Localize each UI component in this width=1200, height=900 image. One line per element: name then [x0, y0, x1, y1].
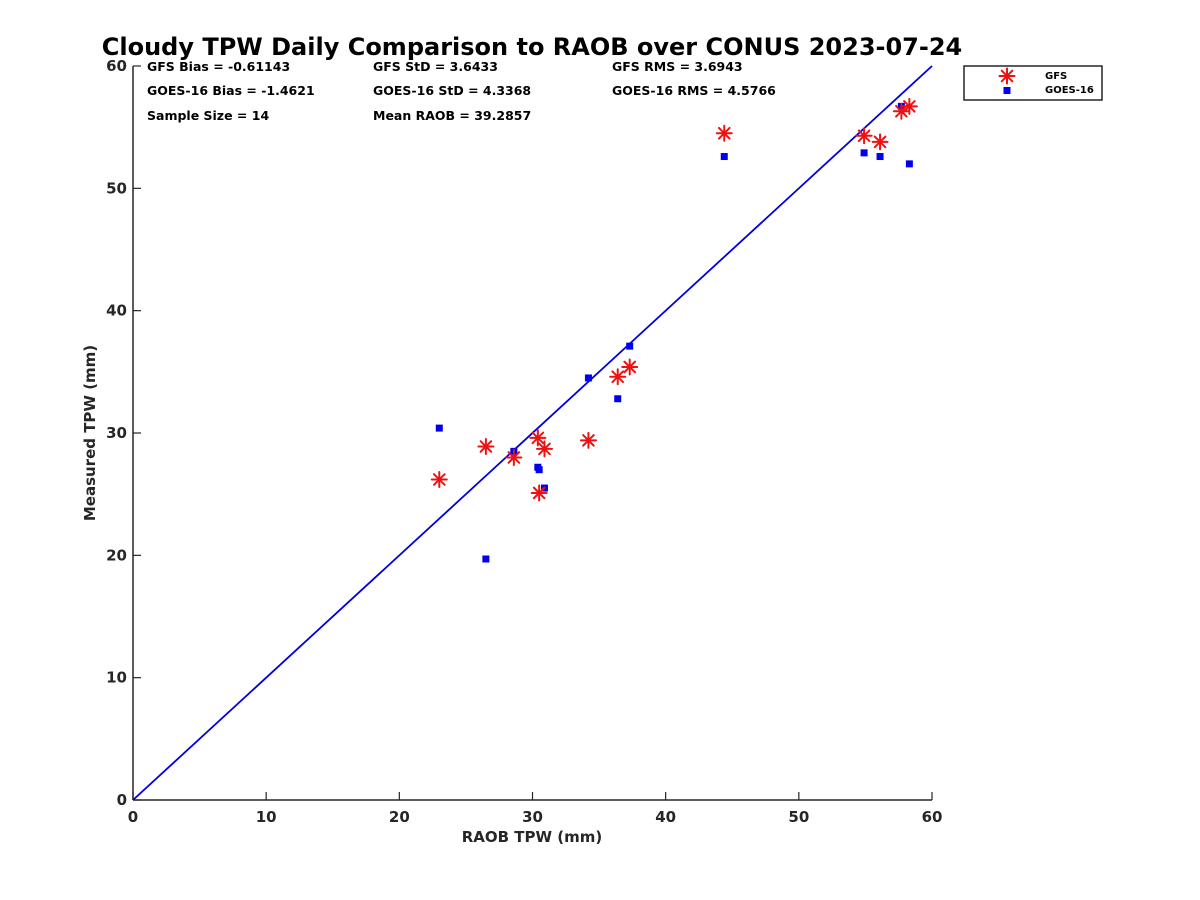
- y-tick-label: 10: [106, 669, 127, 687]
- point-goes16: [435, 424, 443, 432]
- legend: GFS GOES-16: [963, 65, 1103, 101]
- x-axis-label: RAOB TPW (mm): [462, 828, 603, 846]
- point-gfs: [609, 368, 627, 386]
- chart-title: Cloudy TPW Daily Comparison to RAOB over…: [102, 33, 962, 61]
- point-gfs: [621, 358, 639, 376]
- point-gfs: [855, 127, 873, 145]
- y-tick-label: 40: [106, 302, 127, 320]
- point-goes16: [876, 153, 884, 161]
- y-axis-label: Measured TPW (mm): [81, 345, 99, 521]
- point-goes16: [720, 153, 728, 161]
- legend-marker-goes16: [1003, 87, 1011, 94]
- point-goes16: [482, 555, 490, 563]
- x-tick-label: 30: [522, 808, 543, 826]
- plot-area: 0 10 20 30 40 50 60 0 10 20 30 40 50 60: [106, 57, 942, 826]
- x-tick-label: 0: [128, 808, 138, 826]
- stat-gfs-rms: GFS RMS = 3.6943: [612, 59, 743, 74]
- point-gfs: [530, 484, 548, 502]
- point-gfs: [529, 429, 547, 447]
- point-gfs: [430, 470, 448, 488]
- y-tick-label: 0: [117, 791, 127, 809]
- x-tick-label: 60: [922, 808, 943, 826]
- point-goes16: [535, 466, 543, 474]
- legend-label-gfs: GFS: [1045, 71, 1067, 82]
- stat-mean-raob: Mean RAOB = 39.2857: [373, 108, 531, 123]
- point-goes16: [584, 374, 592, 382]
- stat-sample-size: Sample Size = 14: [147, 108, 269, 123]
- point-goes16: [614, 395, 622, 403]
- y-tick-label: 20: [106, 546, 127, 564]
- point-goes16: [626, 342, 634, 350]
- y-tick-label: 30: [106, 424, 127, 442]
- point-gfs: [579, 431, 597, 449]
- y-tick-label: 60: [106, 57, 127, 75]
- point-gfs: [535, 440, 553, 458]
- stats-box: GFS Bias = -0.61143 GFS StD = 3.6433 GFS…: [147, 59, 776, 123]
- point-gfs: [900, 97, 918, 115]
- x-tick-label: 50: [788, 808, 809, 826]
- point-gfs: [477, 437, 495, 455]
- stat-gfs-std: GFS StD = 3.6433: [373, 59, 498, 74]
- legend-box: [963, 65, 1103, 101]
- y-tick-label: 50: [106, 179, 127, 197]
- point-goes16: [860, 149, 868, 157]
- legend-marker-gfs: [998, 67, 1016, 85]
- point-gfs: [715, 124, 733, 142]
- stat-gfs-bias: GFS Bias = -0.61143: [147, 59, 290, 74]
- x-tick-label: 10: [256, 808, 277, 826]
- point-goes16: [905, 160, 913, 168]
- stat-goes-bias: GOES-16 Bias = -1.4621: [147, 83, 315, 98]
- point-gfs: [871, 133, 889, 151]
- legend-label-goes16: GOES-16: [1045, 85, 1094, 96]
- x-tick-label: 20: [389, 808, 410, 826]
- stat-goes-rms: GOES-16 RMS = 4.5766: [612, 83, 776, 98]
- point-gfs: [505, 448, 523, 466]
- stat-goes-std: GOES-16 StD = 4.3368: [373, 83, 531, 98]
- x-tick-label: 40: [655, 808, 676, 826]
